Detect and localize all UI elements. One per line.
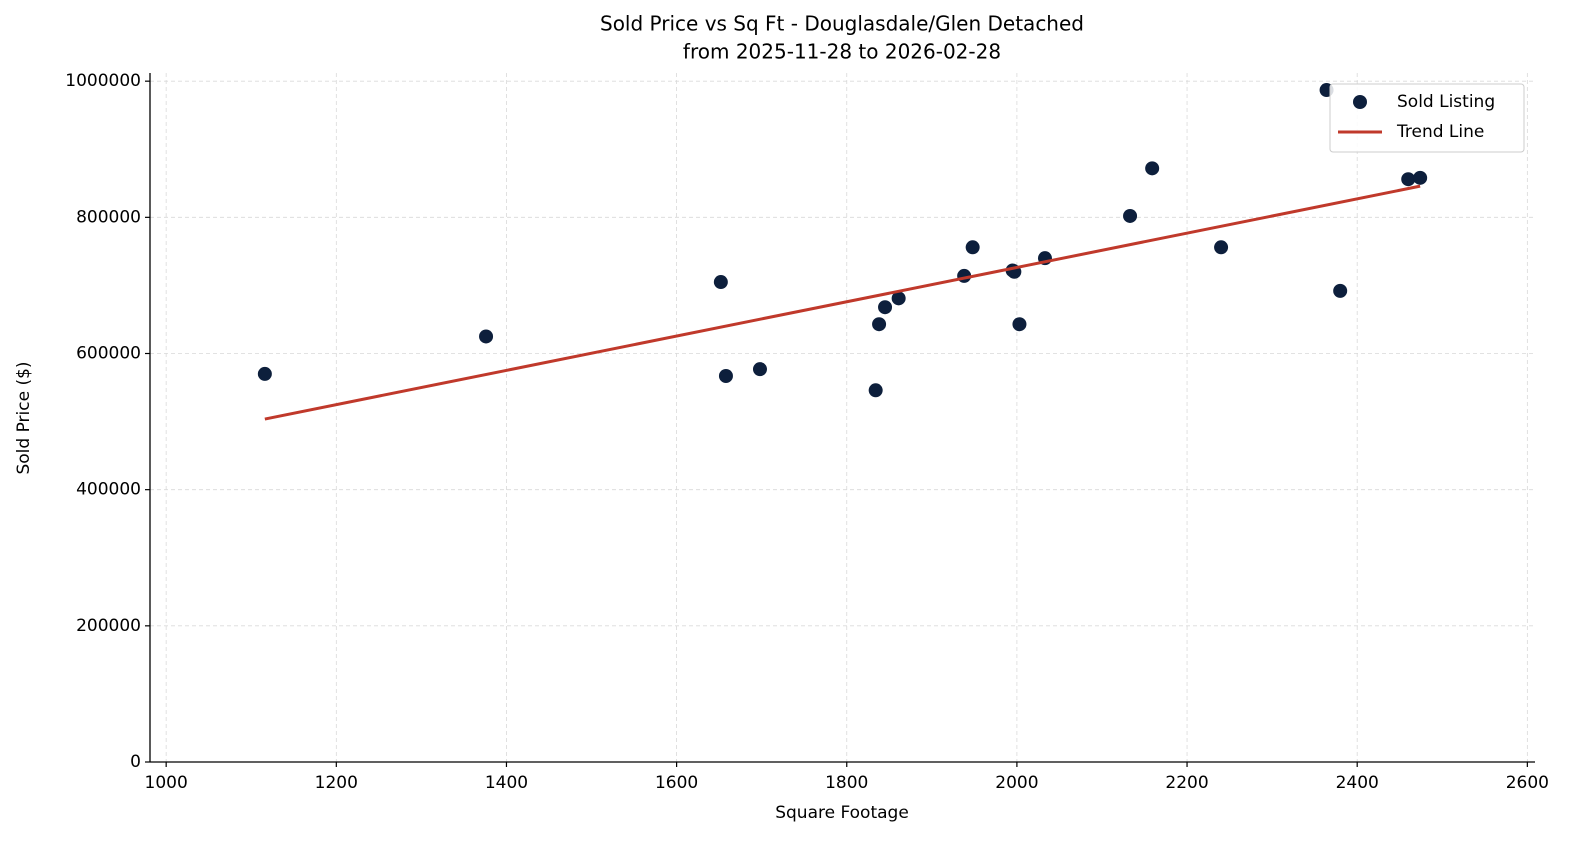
y-tick-label: 800000	[76, 207, 141, 227]
data-point	[965, 240, 980, 255]
y-tick-label: 200000	[76, 616, 141, 636]
y-tick-label: 600000	[76, 344, 141, 364]
trend-line	[264, 184, 1421, 421]
x-tick-label: 1200	[315, 773, 358, 793]
data-point	[878, 300, 893, 315]
data-point	[1123, 208, 1138, 223]
legend-swatch	[1353, 95, 1367, 109]
y-tick-label: 0	[130, 752, 141, 772]
data-point	[1145, 161, 1160, 176]
data-point	[718, 368, 733, 383]
data-point	[868, 383, 883, 398]
x-tick-label: 1800	[825, 773, 868, 793]
data-point	[872, 317, 887, 332]
x-tick-label: 1000	[145, 773, 188, 793]
data-point	[1401, 172, 1416, 187]
data-point	[1333, 283, 1348, 298]
legend-box	[1329, 83, 1525, 153]
chart-title: Sold Price vs Sq Ft - Douglasdale/Glen D…	[600, 12, 1084, 36]
legend-label: Trend Line	[1396, 122, 1484, 142]
chart-subtitle: from 2025-11-28 to 2026-02-28	[683, 40, 1001, 64]
x-tick-label: 2400	[1336, 773, 1379, 793]
x-tick-label: 1600	[655, 773, 698, 793]
y-tick-label: 1000000	[65, 71, 141, 91]
y-tick-label: 400000	[76, 480, 141, 500]
x-tick-label: 2600	[1506, 773, 1549, 793]
data-point	[891, 291, 906, 306]
x-axis-label: Square Footage	[775, 803, 909, 823]
data-point	[479, 329, 494, 344]
x-tick-label: 1400	[485, 773, 528, 793]
x-tick-label: 2000	[995, 773, 1038, 793]
data-point	[1012, 317, 1027, 332]
legend-label: Sold Listing	[1397, 92, 1495, 112]
data-point	[1214, 240, 1229, 255]
data-point	[752, 362, 767, 377]
y-axis-label: Sold Price ($)	[14, 361, 34, 474]
data-point	[1413, 170, 1428, 185]
data-point	[713, 275, 728, 290]
data-point	[257, 366, 272, 381]
x-tick-label: 2200	[1165, 773, 1208, 793]
